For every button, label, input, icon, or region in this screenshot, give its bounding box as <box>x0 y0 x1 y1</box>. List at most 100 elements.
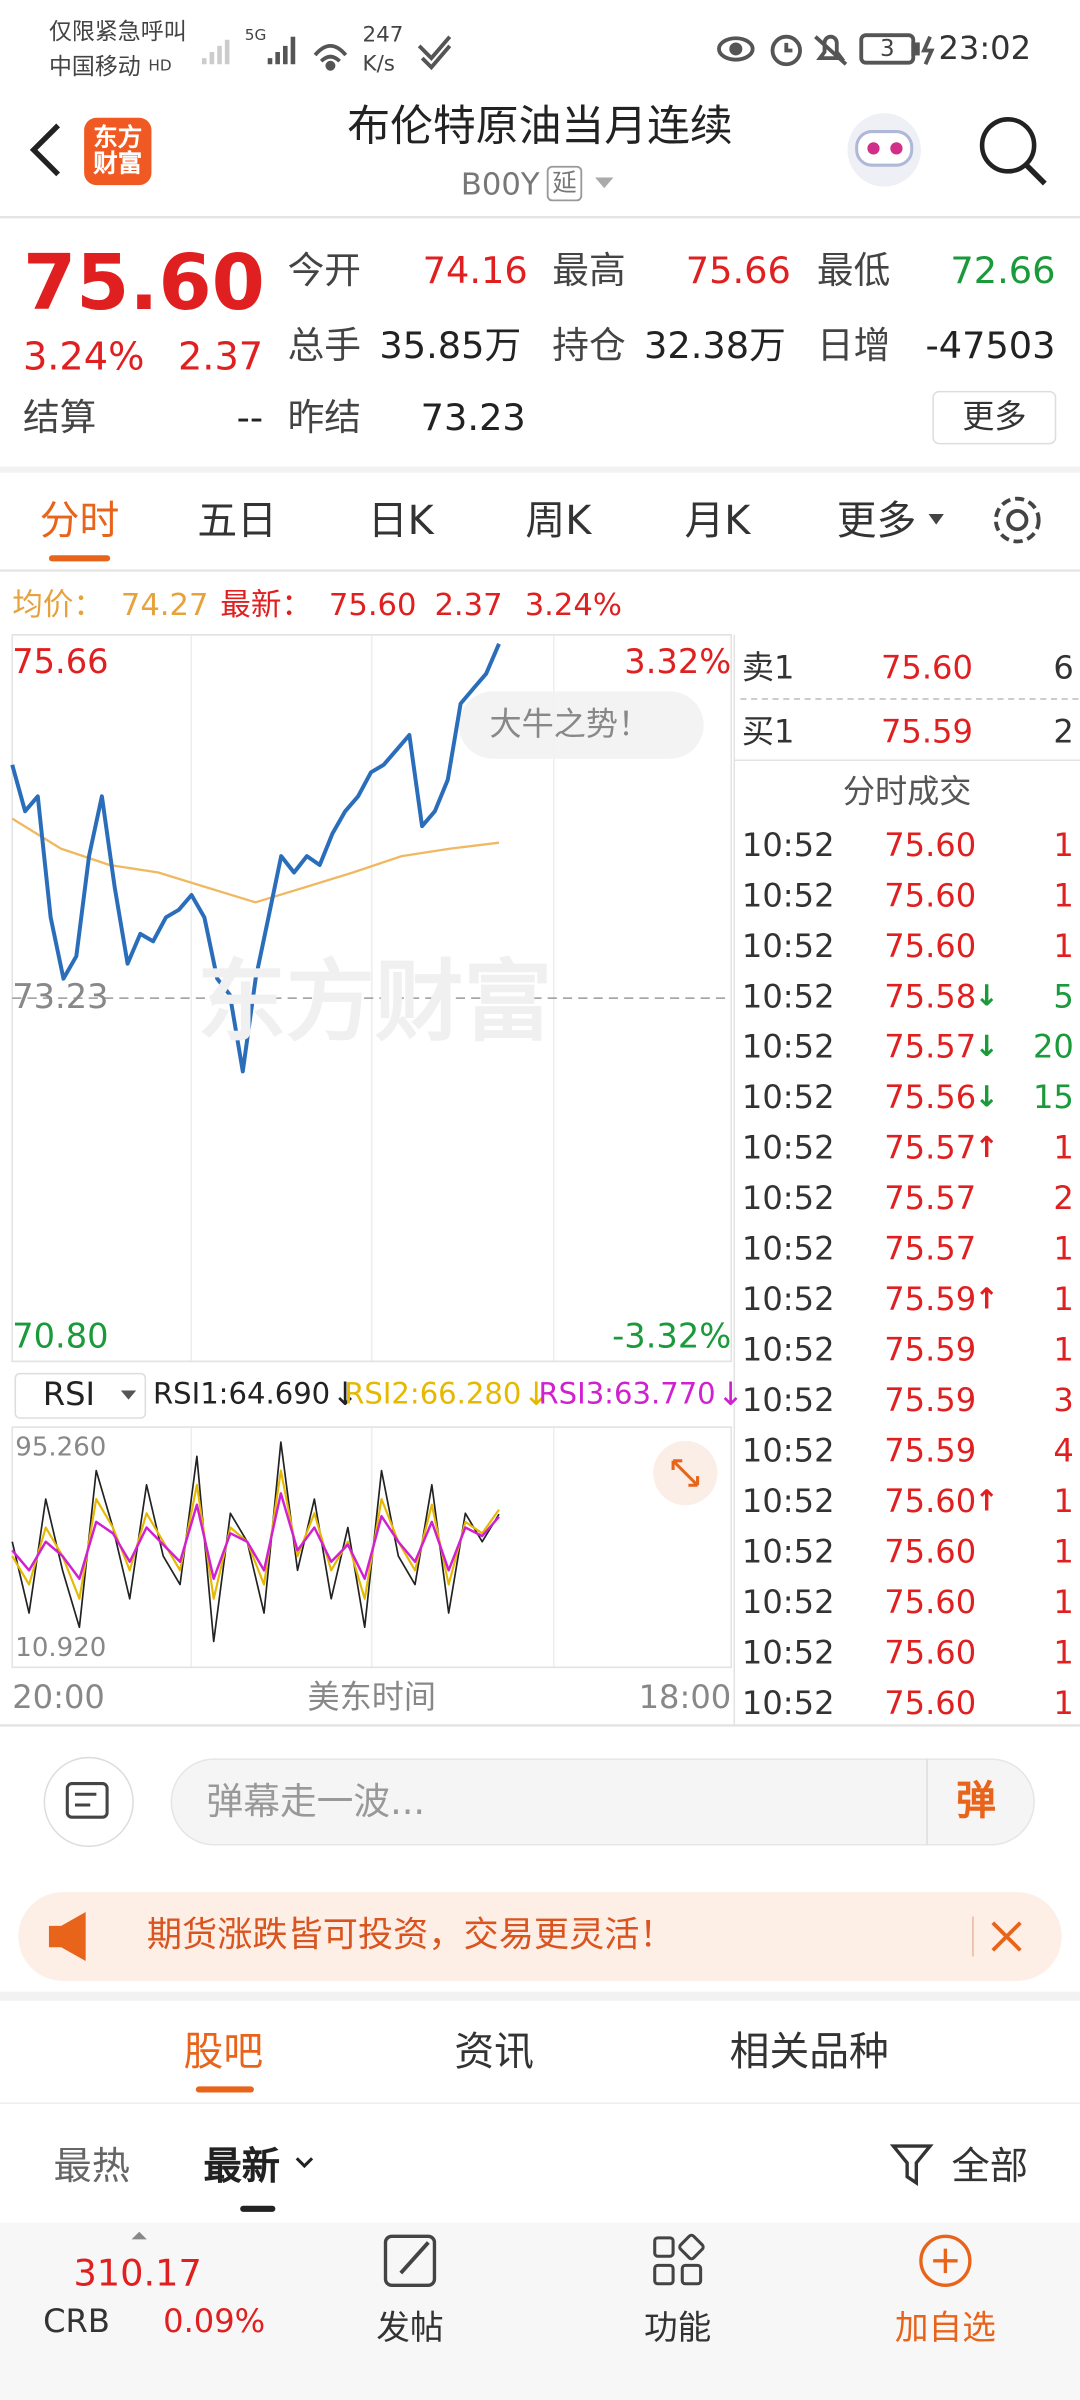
close-icon[interactable] <box>991 1921 1022 1952</box>
y2-tick-label: -3.32% <box>612 1318 732 1357</box>
trade-price: 75.56 <box>884 1079 977 1116</box>
symbol-code: B00Y <box>460 165 540 202</box>
trade-time: 10:52 <box>741 1634 835 1672</box>
code-dropdown[interactable] <box>595 177 614 189</box>
quote-high: 75.66 <box>685 249 791 293</box>
trade-volume: 2 <box>1053 1180 1074 1217</box>
back-icon[interactable] <box>29 123 61 177</box>
book-qty: 6 <box>1053 649 1074 687</box>
nav-item[interactable]: 加自选 <box>894 2309 996 2348</box>
danmu-button[interactable]: 弹 <box>956 1778 996 1825</box>
community-tab[interactable]: 股吧 <box>183 2029 264 2076</box>
feed-filter[interactable]: 最新 <box>203 2143 280 2189</box>
period-tab[interactable]: 更多 <box>836 498 917 545</box>
trade-volume: 1 <box>1053 1482 1074 1520</box>
series-line <box>11 1492 500 1580</box>
filter-icon[interactable] <box>889 2144 934 2186</box>
index-pct: 0.09% <box>163 2302 266 2340</box>
x-tick-label: 18:00 <box>638 1678 732 1716</box>
trade-time: 10:52 <box>741 1129 835 1167</box>
period-tab[interactable]: 周K <box>525 498 592 545</box>
quote-prev-settle-label: 昨结 <box>287 396 362 440</box>
trade-price: 75.57 <box>884 1129 977 1167</box>
y2-tick-label: 3.32% <box>624 643 732 683</box>
logo-box <box>84 117 152 186</box>
banner-text[interactable]: 期货涨跌皆可投资，交易更灵活！ <box>146 1915 675 1956</box>
quote-settle-label: 结算 <box>22 396 97 440</box>
carrier-note: 仅限紧急呼叫 <box>48 17 187 46</box>
trade-volume: 20 <box>1032 1028 1074 1066</box>
settings-icon[interactable] <box>993 496 1041 544</box>
trade-price: 75.59 <box>884 1281 977 1318</box>
legend-entry: RSI1:64.690 <box>152 1377 331 1412</box>
more-button[interactable] <box>932 390 1057 445</box>
more-button-label[interactable]: 更多 <box>962 398 1027 436</box>
avg-value: 74.27 <box>120 585 209 623</box>
trade-time: 10:52 <box>741 1331 835 1369</box>
watermark: 东方财富 <box>197 949 553 1054</box>
trade-volume: 3 <box>1053 1382 1074 1419</box>
period-tab[interactable]: 分时 <box>39 498 120 545</box>
tab-dropdown[interactable] <box>928 513 944 525</box>
trade-direction: ↓ <box>974 1080 999 1115</box>
megaphone-icon <box>48 1912 86 1961</box>
comment-placeholder[interactable]: 弹幕走一波... <box>206 1780 426 1824</box>
time-dividers <box>190 634 555 1668</box>
trade-price: 75.60 <box>884 826 977 864</box>
trade-price: 75.60 <box>884 877 977 914</box>
latest-label: 最新： <box>220 585 313 623</box>
x-axis-label: 美东时间 <box>307 1678 436 1716</box>
trade-volume: 1 <box>1053 1281 1074 1318</box>
period-tab[interactable]: 月K <box>684 498 751 545</box>
index-value: 310.17 <box>73 2251 202 2295</box>
function-icon[interactable] <box>653 2233 705 2286</box>
quote-oi: 32.38万 <box>644 324 786 368</box>
x-tick-label: 20:00 <box>12 1678 105 1716</box>
trade-time: 10:52 <box>741 1533 835 1571</box>
legend-arrow: ↓ <box>717 1375 745 1413</box>
community-tab[interactable]: 资讯 <box>454 2029 534 2076</box>
series-line <box>11 1441 500 1643</box>
book-price: 75.60 <box>880 649 973 687</box>
signal-bars <box>201 36 296 65</box>
divider <box>0 466 1080 473</box>
latest-value: 75.60 <box>328 585 417 623</box>
avg-label: 均价： <box>12 585 105 623</box>
period-tab[interactable]: 日K <box>367 498 434 545</box>
trade-direction: ↓ <box>974 1030 999 1064</box>
y-tick-label: 70.80 <box>12 1318 109 1357</box>
indicator-select[interactable] <box>14 1372 147 1419</box>
filter-all[interactable]: 全部 <box>951 2143 1029 2189</box>
trade-volume: 1 <box>1053 1331 1074 1369</box>
search-icon[interactable] <box>979 117 1037 174</box>
trade-time: 10:52 <box>741 1432 835 1470</box>
comment-icon[interactable] <box>43 1756 134 1848</box>
trade-volume: 1 <box>1053 1230 1074 1268</box>
book-price: 75.59 <box>880 713 973 751</box>
quote-high-label: 最高 <box>552 249 626 293</box>
trade-price: 75.60 <box>884 1482 977 1520</box>
hd-badge: HD <box>148 58 172 75</box>
book-label: 卖1 <box>741 649 795 687</box>
nav-item[interactable]: 发帖 <box>376 2309 444 2348</box>
trade-volume: 15 <box>1032 1079 1074 1116</box>
trade-direction: ↑ <box>974 1131 999 1165</box>
latest-pct: 3.24% <box>524 585 622 623</box>
banner[interactable] <box>18 1892 1062 1981</box>
nav-item[interactable]: 功能 <box>644 2309 712 2348</box>
post-icon[interactable] <box>383 2234 437 2287</box>
trade-time: 10:52 <box>741 1382 835 1419</box>
period-tab[interactable]: 五日 <box>197 498 277 545</box>
trade-price: 75.60 <box>884 1533 977 1571</box>
trade-volume: 1 <box>1053 1583 1074 1621</box>
status-icons <box>313 33 935 71</box>
trade-time: 10:52 <box>741 877 835 914</box>
comment-input[interactable] <box>170 1758 1035 1846</box>
trade-volume: 1 <box>1053 877 1074 914</box>
indicator-name[interactable]: RSI <box>42 1375 96 1413</box>
community-tab[interactable]: 相关品种 <box>729 2029 889 2076</box>
feed-filter[interactable]: 最热 <box>53 2143 131 2189</box>
add-icon[interactable] <box>919 2234 972 2287</box>
trade-volume: 5 <box>1053 978 1074 1015</box>
